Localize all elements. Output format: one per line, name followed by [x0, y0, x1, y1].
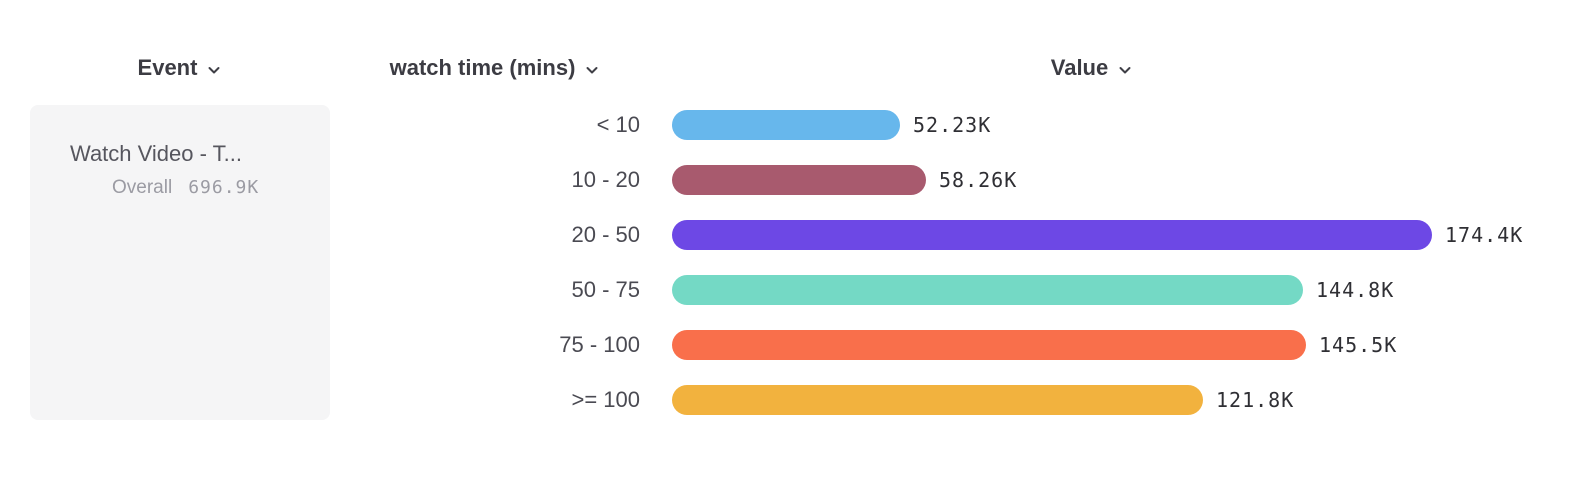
event-name: Watch Video - T... [70, 141, 243, 166]
bar-area: 121.8K [672, 384, 1295, 415]
bar-value-label: 58.26K [939, 167, 1018, 192]
event-column-label: Event [137, 55, 198, 80]
chart-row: 75 - 100 145.5K [340, 317, 1570, 372]
breakdown-column-header[interactable]: watch time (mins) [340, 52, 650, 84]
bar[interactable] [672, 164, 926, 195]
category-label: 75 - 100 [559, 331, 640, 357]
breakdown-column-label: watch time (mins) [389, 55, 576, 80]
bar-value-label: 145.5K [1319, 332, 1398, 357]
chart-row: 10 - 20 58.26K [340, 152, 1570, 207]
bar-area: 174.4K [672, 219, 1524, 250]
bar-value-label: 121.8K [1216, 387, 1295, 412]
category-label: < 10 [596, 111, 640, 137]
chevron-down-icon [584, 62, 600, 78]
chart-row: >= 100 121.8K [340, 372, 1570, 427]
bar[interactable] [672, 274, 1303, 305]
bar[interactable] [672, 219, 1432, 250]
category-label: >= 100 [571, 386, 640, 412]
bar-value-label: 144.8K [1316, 277, 1395, 302]
value-column-label: Value [1050, 55, 1109, 80]
value-column-header[interactable]: Value [672, 52, 1512, 84]
bar-value-label: 52.23K [913, 112, 992, 137]
bar-area: 144.8K [672, 274, 1395, 305]
chart-row: 20 - 50 174.4K [340, 207, 1570, 262]
chart-row: 50 - 75 144.8K [340, 262, 1570, 317]
overall-value: 696.9K [188, 177, 260, 198]
chevron-down-icon [206, 62, 222, 78]
category-label: 10 - 20 [571, 166, 641, 192]
chart-row: < 10 52.23K [340, 97, 1570, 152]
chevron-down-icon [1117, 62, 1133, 78]
bar-value-label: 174.4K [1445, 222, 1524, 247]
event-panel[interactable]: Watch Video - T... Overall 696.9K [30, 105, 330, 420]
bar-area: 145.5K [672, 329, 1398, 360]
bar[interactable] [672, 384, 1203, 415]
bar-chart: < 10 52.23K 10 - 20 58.26K 20 - 50 174.4… [340, 97, 1570, 427]
bar[interactable] [672, 109, 900, 140]
category-label: 20 - 50 [571, 221, 641, 247]
event-overall-row: Overall 696.9K [70, 177, 310, 199]
overall-label: Overall [112, 177, 173, 198]
category-label: 50 - 75 [571, 276, 641, 302]
bar[interactable] [672, 329, 1306, 360]
bar-area: 52.23K [672, 109, 992, 140]
bar-area: 58.26K [672, 164, 1018, 195]
event-column-header[interactable]: Event [30, 52, 330, 84]
